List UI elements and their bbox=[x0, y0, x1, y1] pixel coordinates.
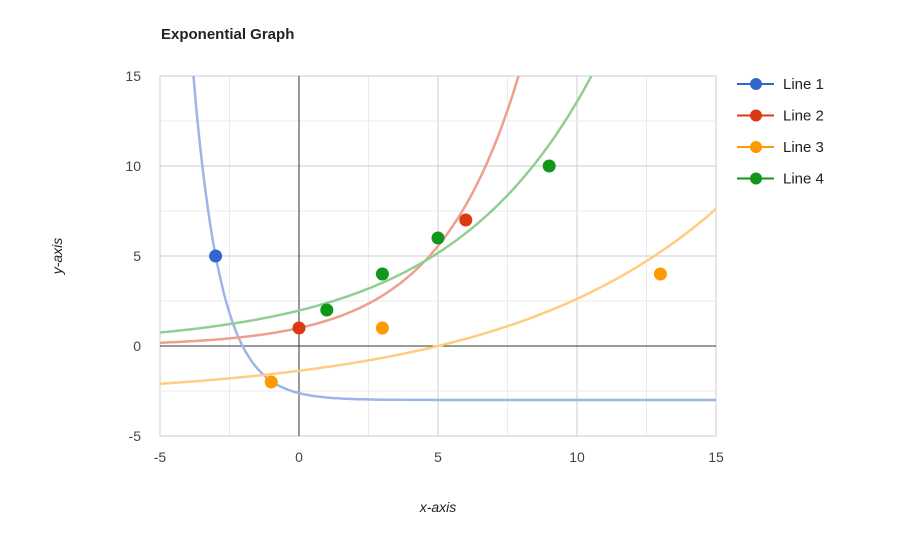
legend-marker-icon bbox=[750, 172, 762, 185]
legend-item-line-2[interactable]: Line 2 bbox=[737, 108, 824, 125]
axis-ticks: -5 0 5 10 15 -5 0 5 10 15 bbox=[125, 68, 724, 465]
legend-marker-icon bbox=[750, 109, 762, 122]
y-tick-label: 5 bbox=[133, 248, 141, 264]
trendline-line-2 bbox=[160, 76, 520, 345]
x-tick-label: 15 bbox=[708, 449, 724, 465]
chart-title: Exponential Graph bbox=[161, 26, 294, 43]
data-point[interactable] bbox=[375, 267, 389, 281]
trendline-line-3 bbox=[160, 208, 716, 386]
legend-item-line-3[interactable]: Line 3 bbox=[737, 139, 824, 156]
data-point[interactable] bbox=[653, 267, 667, 281]
trendline-line-1 bbox=[192, 76, 716, 402]
legend-marker-icon bbox=[750, 141, 762, 153]
data-point[interactable] bbox=[431, 231, 445, 245]
data-point[interactable] bbox=[209, 249, 223, 263]
data-point[interactable] bbox=[542, 159, 556, 173]
data-point[interactable] bbox=[292, 321, 306, 335]
legend-item-line-1[interactable]: Line 1 bbox=[737, 76, 824, 93]
data-point[interactable] bbox=[320, 303, 334, 317]
y-tick-label: -5 bbox=[129, 428, 142, 444]
y-tick-label: 0 bbox=[133, 338, 141, 354]
data-point[interactable] bbox=[459, 213, 473, 227]
legend-label: Line 3 bbox=[783, 139, 824, 156]
legend-label: Line 1 bbox=[783, 76, 824, 93]
trendline-line-4 bbox=[160, 76, 593, 334]
legend-marker-icon bbox=[750, 78, 762, 90]
x-tick-label: 10 bbox=[569, 449, 585, 465]
legend-label: Line 4 bbox=[783, 171, 824, 188]
y-axis-title: y-axis bbox=[49, 238, 65, 276]
data-point[interactable] bbox=[264, 375, 278, 389]
x-tick-label: 5 bbox=[434, 449, 442, 465]
y-tick-label: 15 bbox=[125, 68, 141, 84]
x-tick-label: 0 bbox=[295, 449, 303, 465]
y-tick-label: 10 bbox=[125, 158, 141, 174]
x-axis-title: x-axis bbox=[419, 499, 457, 515]
trendlines bbox=[160, 76, 716, 402]
data-points bbox=[209, 159, 667, 389]
data-point[interactable] bbox=[375, 321, 389, 335]
x-tick-label: -5 bbox=[154, 449, 167, 465]
legend: Line 1 Line 2 Line 3 Line 4 bbox=[737, 76, 824, 188]
legend-item-line-4[interactable]: Line 4 bbox=[737, 171, 824, 188]
legend-label: Line 2 bbox=[783, 108, 824, 125]
gridlines bbox=[159, 75, 717, 437]
